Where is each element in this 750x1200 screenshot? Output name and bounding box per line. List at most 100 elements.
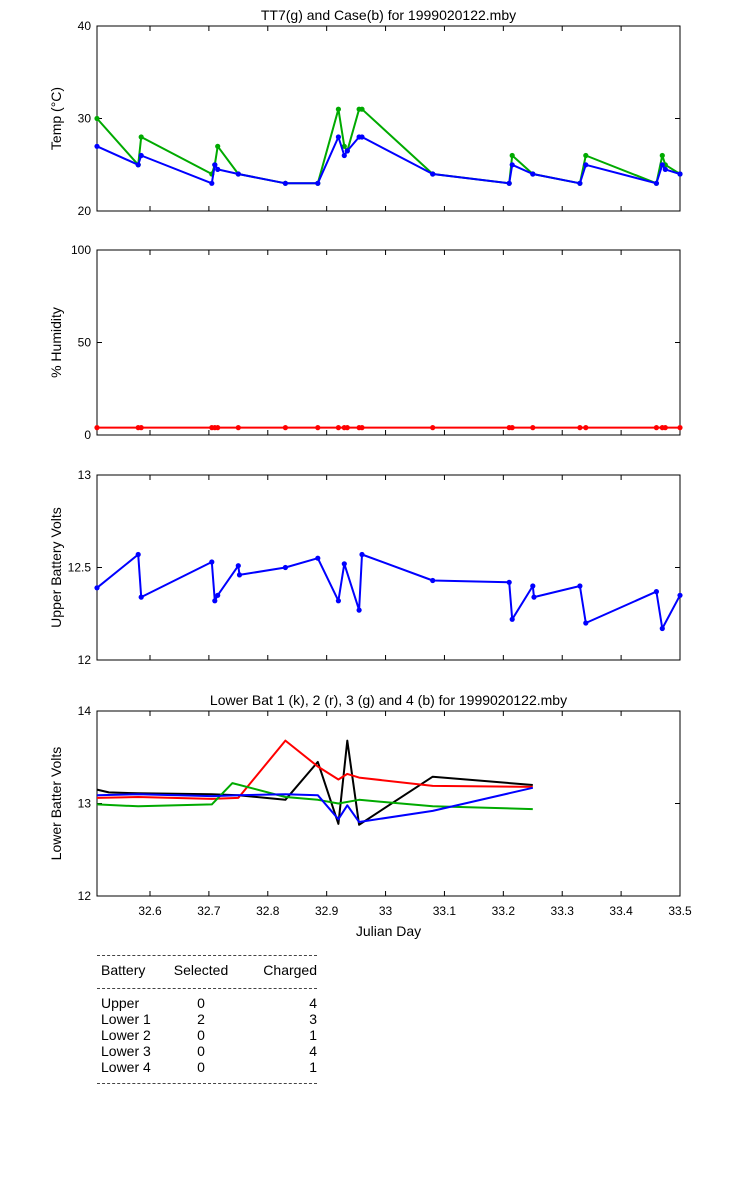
data-point-blue [135,551,141,558]
x-tick-label: 32.8 [256,904,280,918]
x-tick-label: 32.9 [315,904,339,918]
data-point-blue [653,589,660,595]
data-point-blue [359,551,365,558]
data-point-blue [356,607,362,613]
charged-count: 4 [309,1043,317,1059]
series-line-blue [96,553,681,630]
data-point-blue [677,592,683,598]
y-tick-label: 40 [78,19,92,33]
data-point-blue [282,180,288,186]
charged-count: 3 [309,1011,317,1027]
x-tick-label: 32.7 [197,904,221,918]
data-point-red [235,425,241,431]
data-point-red [335,425,341,431]
plot-frame [96,25,681,212]
data-point-green [583,152,589,159]
data-point-blue [659,162,665,168]
data-point-green [659,152,665,159]
data-point-green [341,143,347,149]
data-point-blue [677,171,683,177]
data-point-blue [577,180,583,186]
x-tick-label: 33.3 [551,904,575,918]
data-point-red [94,425,100,431]
data-point-blue [209,559,215,565]
selected-count: 0 [197,1059,205,1075]
table-top-rule [97,955,317,956]
data-point-blue [531,594,537,600]
data-point-blue [335,598,341,604]
charged-count: 1 [309,1027,317,1043]
table-row: Lower 1 2 3 [97,1011,317,1027]
header-battery: Battery [101,962,146,978]
data-point-blue [583,162,589,168]
battery-name: Lower 3 [101,1043,151,1059]
data-point-green [359,106,365,112]
data-point-blue [662,166,668,172]
y-tick-label: 50 [78,336,92,350]
battery-name: Lower 4 [101,1059,151,1075]
data-point-blue [94,143,100,149]
data-point-red [577,425,583,431]
y-tick-label: 30 [78,112,92,126]
table-header-rule [97,988,317,989]
y-tick-label: 13 [78,468,92,482]
plot-frame [96,710,681,897]
data-point-blue [341,152,347,159]
data-point-red [583,425,589,431]
data-point-red [530,425,536,431]
series-line-blue [96,136,681,185]
data-point-red [653,425,660,431]
data-point-blue [583,620,589,626]
data-point-blue [430,577,436,584]
series-line-green [96,782,533,811]
data-point-blue [212,598,218,604]
data-point-red [430,425,436,431]
data-point-blue [341,561,347,567]
data-point-blue [212,162,218,168]
series-line-blue [96,786,534,823]
data-point-green [509,152,515,159]
data-point-blue [653,180,660,186]
series-line-black [96,739,533,826]
data-point-blue [344,148,350,154]
data-point-blue [315,555,321,561]
data-point-green [215,143,221,149]
data-point-blue [209,180,215,186]
y-tick-label: 13 [78,797,92,811]
table-row: Upper 0 4 [97,995,317,1011]
table-row: Lower 4 0 1 [97,1059,317,1075]
data-point-blue [509,616,515,622]
data-point-red [138,425,144,431]
battery-name: Lower 2 [101,1027,151,1043]
data-point-green [94,115,100,122]
y-tick-label: 100 [71,243,91,257]
data-point-green [335,106,341,112]
data-point-blue [530,171,536,177]
x-axis-label: Julian Day [356,923,421,939]
data-point-blue [236,572,243,578]
chart-title: Lower Bat 1 (k), 2 (r), 3 (g) and 4 (b) … [210,692,567,708]
y-tick-label: 12 [78,653,92,667]
y-tick-label: 14 [78,704,92,718]
data-point-blue [315,180,321,186]
y-tick-label: 20 [78,204,92,218]
data-point-blue [94,585,100,591]
data-point-blue [506,579,512,585]
y-tick-label: 12.5 [68,561,92,575]
data-point-blue [659,625,665,632]
data-point-blue [530,583,536,589]
table-bottom-rule [97,1083,317,1084]
data-point-red [215,425,221,431]
selected-count: 0 [197,995,205,1011]
plot-frame [96,249,681,436]
header-charged: Charged [263,962,317,978]
battery-status-table: Battery Selected Charged Upper 0 4 Lower… [97,955,317,1084]
data-point-red [315,425,321,431]
series-line-red [96,739,533,800]
table-header-row: Battery Selected Charged [97,958,317,982]
y-axis-label: Temp (°C) [48,87,64,150]
chart-title: TT7(g) and Case(b) for 1999020122.mby [261,7,516,23]
x-tick-label: 32.6 [138,904,162,918]
x-tick-label: 33.1 [433,904,457,918]
